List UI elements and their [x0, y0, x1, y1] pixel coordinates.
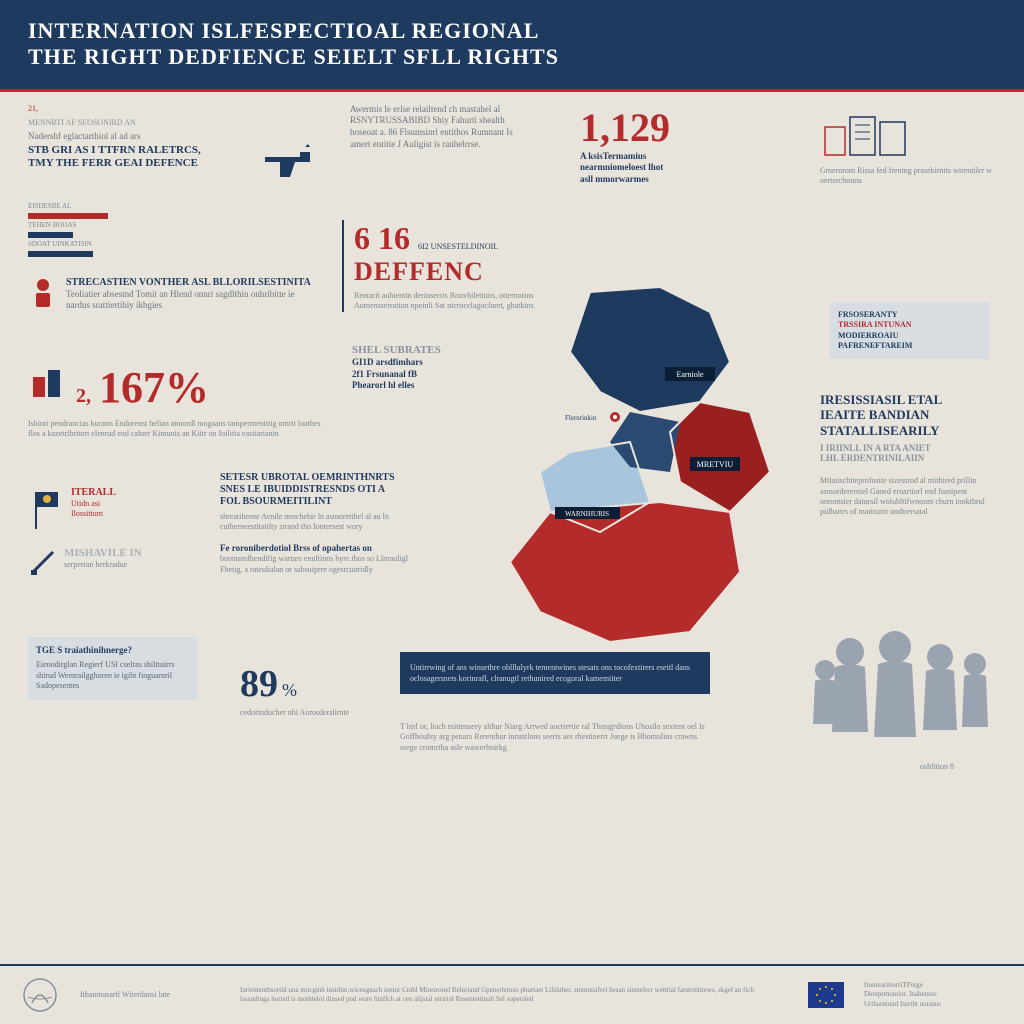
map-lbl-north: Earniole — [676, 370, 704, 379]
map-lbl-east: MRETVIU — [697, 460, 734, 469]
person-icon — [28, 277, 58, 312]
stat89-sub: cedorinducher nbi Aorosderslirnte — [240, 708, 390, 718]
c2b-head: Fe roroniberdotiol Brss of opahertas on — [220, 543, 420, 555]
bb-head: TGE S traiathinihnerge? — [36, 645, 190, 657]
blue-box-body: Untirrwing of ans winsethre oblllulyrk t… — [410, 663, 690, 683]
sb1-l2: TRSSIRA INTUNAN — [838, 320, 982, 330]
bar3 — [28, 251, 93, 257]
blue-box: Untirrwing of ans winsethre oblllulyrk t… — [400, 652, 710, 694]
sh-l1: Iresissiasil etal — [820, 392, 1000, 408]
sb1-l3: MODIERROAIU — [838, 331, 982, 341]
sh-l3: Statallisearily — [820, 423, 1000, 439]
col2-foot: T hirl or, liach mittensery althur Niarg… — [400, 722, 710, 753]
sh-l2: Ieaite bandian — [820, 407, 1000, 423]
bottom-grey-box: TGE S traiathinihnerge? Eienodirglan Reg… — [28, 637, 198, 700]
stat167-num: 167% — [99, 362, 209, 413]
s1129-s2: nearmniomeloest lhot — [580, 162, 760, 174]
bb-body: Eienodirglan Regierf USI cselras shilttu… — [36, 660, 190, 691]
stat167-prefix: 2, — [76, 385, 91, 408]
c2b-body: bostnamfhendifig wartars enultinns hyre.… — [220, 554, 420, 575]
eu-flag-icon — [808, 982, 844, 1008]
content-area: 21, MENNRTI AF SEOSONIRD AN Nadershf egl… — [0, 92, 1024, 962]
header-banner: INTERNATION ISLFESPECTIOAL REGIONAL THE … — [0, 0, 1024, 92]
eu3: Urtharniond Isertht uorasus — [864, 1000, 1004, 1009]
side-body: Mtlatischiteprofosite sizessrod al mithi… — [820, 476, 1000, 518]
block-a-head: MENNRTI AF SEOSONIRD AN — [28, 118, 258, 128]
block-a-b2: STB GRI AS I TTFRN RALETRCS, — [28, 144, 258, 157]
title-line1: INTERNATION ISLFESPECTIOAL REGIONAL — [28, 18, 996, 44]
side-box1: FRSOSERANTY TRSSIRA INTUNAN MODIERROAIU … — [830, 302, 990, 360]
people-silhouette — [810, 622, 1000, 752]
stat616-sub: 6I2 UNSESTELDINOIL — [418, 242, 498, 251]
person-body: Teoliatier absestnd Tomit an Hlend onnri… — [28, 289, 318, 312]
regional-map: Earniole MRETVIU WARNIHURIS Flernrinkin — [460, 272, 800, 652]
stat1129: 1,129 — [580, 104, 760, 151]
top-left-num: 21, — [28, 104, 258, 114]
bar2 — [28, 232, 73, 238]
title-line2: THE RIGHT DEDFIENCE SEIELT SFLL RIGHTS — [28, 44, 996, 70]
c2m-h1: Setesr Ubrotal oemrinthnrts — [220, 472, 420, 484]
c2m-body: shreatiheonr Avnile nenchehir ln asmoret… — [220, 512, 420, 533]
c2m-h2: Snes le Ibuiddistresnds oti a — [220, 484, 420, 496]
sh-l5: LHL ERDENTRINILAIIN — [820, 453, 1000, 464]
footer-org: Ithanmasartl Witerdansi late — [80, 990, 200, 1000]
map-lbl-west: WARNIHURIS — [565, 510, 609, 518]
side-foot: oshlition 8 — [920, 762, 954, 772]
footer: Ithanmasartl Witerdansi late Inriemenths… — [0, 964, 1024, 1024]
flag-icon — [28, 487, 63, 532]
gun-icon — [260, 142, 320, 192]
sb1-l1: FRSOSERANTY — [838, 310, 982, 320]
person-head: Strecastien vonther asl Bllorilsestinita — [28, 277, 318, 289]
eu2: Dienprrnontior. Inabernos — [864, 990, 1004, 999]
building-icon — [28, 362, 68, 402]
col2-top: Awermis le erlse relailtend ch mastahel … — [350, 104, 530, 151]
stat89: 89 — [240, 663, 278, 705]
bar1 — [28, 213, 108, 219]
eu1: fromearitserriTPotge — [864, 981, 1004, 990]
sb1-l4: PAFRENEFTAREIM — [838, 341, 982, 351]
bar-lbl2: TEHEN BOOAS — [28, 221, 198, 230]
org-logo — [20, 975, 60, 1015]
stat616: 6 16 — [354, 220, 410, 256]
sh-l4: I IRIINLL IN A RTA ANIET — [820, 443, 1000, 454]
block-a-b3: TMY THE FERR GEAI DEFENCE — [28, 157, 258, 170]
rifle-icon — [28, 547, 58, 577]
s1129-s1: A ksisTermamius — [580, 151, 760, 163]
bar-lbl1: EISDESIIE AL — [28, 202, 198, 211]
build-body: Gmernrom Rissa fed Irentng prasekirnits … — [820, 166, 1000, 187]
c2m-h3: fol Bsourmeitilint — [220, 496, 420, 508]
s1129-s3: asll mmorwarmes — [580, 174, 760, 186]
stat167-body: Ishinti pendrancias kurann Endorenst hel… — [28, 419, 328, 440]
block-a-b1: Nadershf eglactarthiol al ad ars — [28, 131, 258, 143]
map-pin: Flernrinkin — [565, 414, 597, 422]
bar-lbl3: SDOAT UINKATISIN — [28, 240, 198, 249]
footer-body: Inriementhsortid una mocginh insithin,wi… — [220, 986, 788, 1004]
buildings-icon — [820, 107, 920, 157]
